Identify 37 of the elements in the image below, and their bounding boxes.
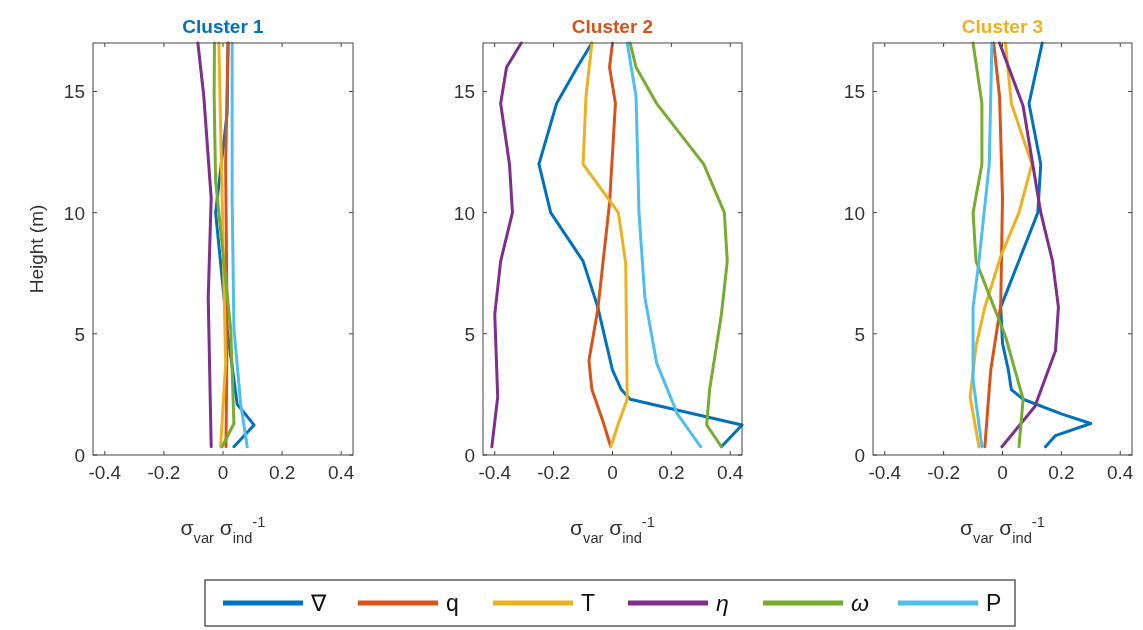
y-tick-label: 10 — [843, 202, 865, 224]
x-tick-label: 0.2 — [268, 462, 296, 483]
legend-label: P — [986, 590, 1002, 616]
y-tick-label: 10 — [453, 202, 475, 224]
y-tick-label: 15 — [63, 81, 85, 103]
x-tick-label: 0.4 — [1107, 462, 1134, 483]
x-tick-label: 0 — [997, 462, 1008, 483]
x-tick-label: -0.4 — [88, 462, 122, 483]
x-tick-label: -0.4 — [478, 462, 512, 483]
chart-title: Cluster 1 — [182, 16, 265, 37]
legend-label: T — [581, 590, 596, 616]
x-tick-label: -0.2 — [927, 462, 961, 483]
x-tick-label: 0 — [217, 462, 229, 483]
x-tick-label: -0.2 — [537, 462, 571, 483]
x-tick-label: -0.4 — [868, 462, 902, 483]
legend-label: q — [446, 590, 459, 616]
y-tick-label: 5 — [74, 323, 85, 345]
y-tick-label: 0 — [74, 445, 85, 466]
y-tick-label: 10 — [63, 202, 85, 224]
y-tick-label: 15 — [843, 81, 865, 103]
y-tick-label: 0 — [854, 445, 865, 466]
legend-label: η — [716, 590, 729, 616]
y-tick-label: 0 — [464, 445, 475, 466]
y-axis-title: Height (m) — [26, 204, 47, 294]
x-tick-label: 0.4 — [327, 462, 355, 483]
y-tick-label: 5 — [854, 323, 865, 345]
legend-label: ω — [851, 590, 869, 616]
x-tick-label: 0.2 — [658, 462, 685, 483]
x-tick-label: 0 — [607, 462, 618, 483]
x-tick-label: 0.2 — [1048, 462, 1075, 483]
chart-title: Cluster 2 — [571, 16, 654, 37]
x-tick-label: -0.2 — [147, 462, 181, 483]
chart-title: Cluster 3 — [961, 16, 1044, 37]
y-tick-label: 5 — [464, 323, 475, 345]
x-tick-label: 0.4 — [717, 462, 744, 483]
legend-label: ∇ — [310, 590, 327, 616]
y-tick-label: 15 — [453, 81, 475, 103]
